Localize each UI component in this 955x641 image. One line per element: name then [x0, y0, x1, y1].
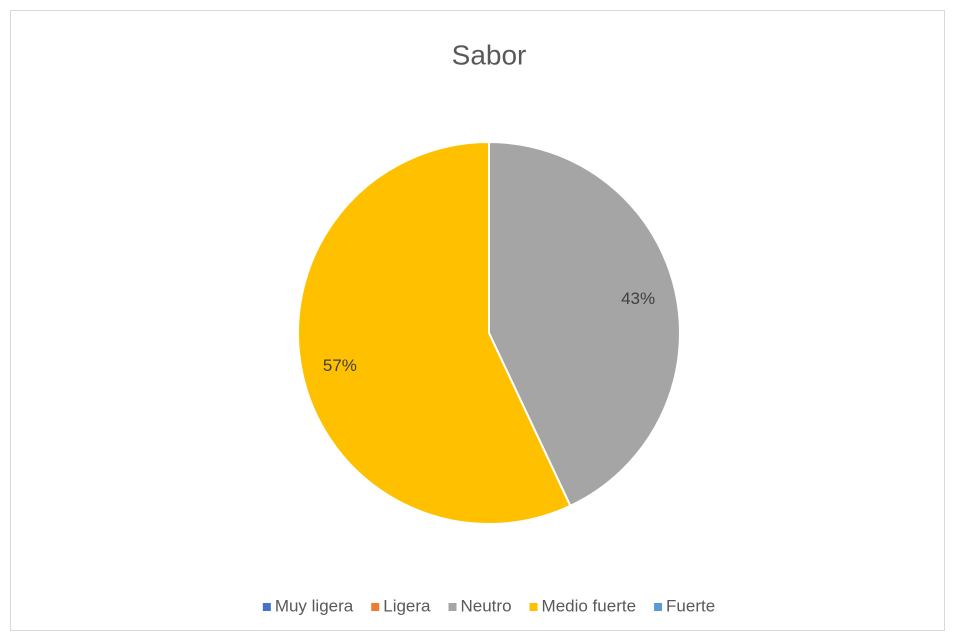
- pie-slice: [488, 140, 681, 508]
- legend-marker: [529, 603, 538, 611]
- legend-label: Fuerte: [666, 596, 715, 615]
- legend-label: Muy ligera: [275, 596, 354, 615]
- legend-label: Medio fuerte: [542, 596, 637, 615]
- data-label: 43%: [621, 289, 655, 308]
- legend-marker: [262, 603, 271, 611]
- legend-marker: [371, 603, 380, 611]
- legend-label: Neutro: [461, 596, 512, 615]
- data-label: 57%: [323, 356, 357, 375]
- pie-slice: [297, 140, 572, 525]
- legend-marker: [448, 603, 457, 611]
- legend-marker: [654, 603, 663, 611]
- legend-label: Ligera: [383, 596, 431, 615]
- chart-title: Sabor: [452, 39, 527, 70]
